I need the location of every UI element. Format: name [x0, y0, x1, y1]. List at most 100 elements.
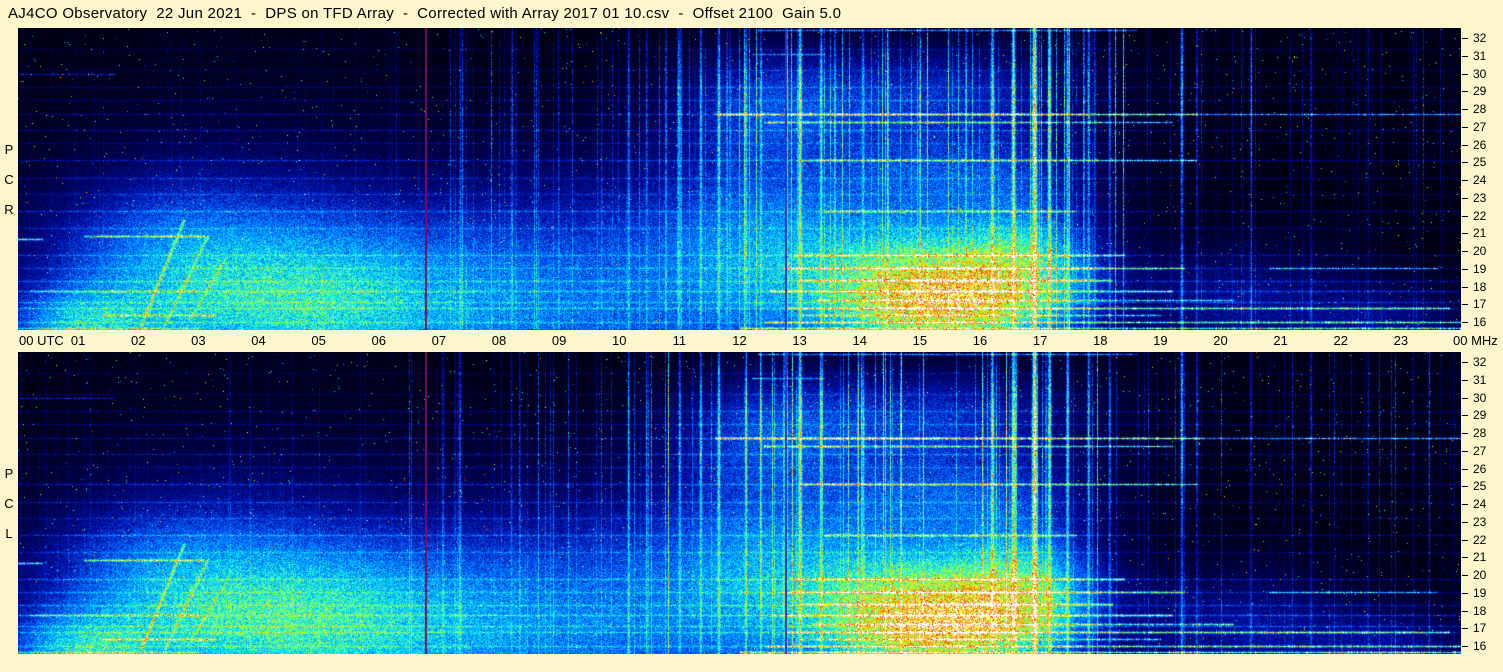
freq-tick [1462, 486, 1468, 488]
time-label: 15 [912, 333, 928, 348]
spectrogram-rcp [18, 28, 1461, 330]
panel-label-letter: P [4, 465, 14, 481]
freq-tick [1462, 557, 1468, 559]
freq-label: 21 [1473, 226, 1487, 241]
freq-tick [1462, 286, 1468, 288]
freq-label: 31 [1473, 48, 1487, 63]
freq-tick [1462, 55, 1468, 57]
freq-tick [1462, 592, 1468, 594]
time-label: 13 [792, 333, 807, 348]
freq-tick [1462, 91, 1468, 93]
time-label: 21 [1273, 333, 1288, 348]
time-label: 14 [852, 333, 867, 348]
freq-label: 27 [1473, 443, 1487, 458]
time-label: 07 [431, 333, 447, 348]
freq-label: 27 [1473, 119, 1487, 134]
freq-label: 16 [1473, 315, 1487, 329]
freq-tick [1462, 109, 1468, 110]
freq-label: 16 [1473, 639, 1487, 653]
time-label: 18 [1093, 333, 1108, 348]
time-label: 09 [551, 333, 567, 348]
freq-tick [1462, 73, 1468, 75]
freq-tick [1462, 575, 1468, 576]
freq-label: 19 [1473, 585, 1487, 600]
freq-label: 31 [1473, 372, 1487, 387]
freq-label: 30 [1473, 390, 1487, 405]
time-label-start: 00 UTC [19, 333, 64, 348]
freq-label: 26 [1473, 137, 1487, 152]
time-label: 08 [491, 333, 507, 348]
freq-tick [1462, 162, 1468, 164]
time-axis: 00 UTC 01 02 03 04 05 06 07 08 09 10 11 12 13 14 15 16 17… [0, 330, 1503, 352]
panel-label-letter: C [4, 495, 14, 511]
title-bar: AJ4CO Observatory 22 Jun 2021 - DPS on T… [0, 0, 1503, 28]
freq-label: 24 [1473, 173, 1487, 187]
freq-label: 24 [1473, 497, 1487, 511]
time-label: 12 [732, 333, 747, 348]
time-label: 17 [1032, 333, 1048, 348]
freq-tick [1462, 180, 1468, 181]
time-label: 23 [1393, 333, 1409, 348]
freq-tick [1462, 397, 1468, 399]
freq-label: 23 [1473, 190, 1487, 205]
freq-label: 32 [1473, 355, 1487, 369]
freq-tick [1462, 38, 1468, 39]
time-label: 04 [251, 333, 266, 348]
freq-label: 28 [1473, 102, 1487, 116]
freq-tick [1462, 539, 1468, 541]
time-label: 03 [191, 333, 206, 348]
freq-tick [1462, 450, 1468, 452]
freq-tick [1462, 521, 1468, 523]
freq-tick [1462, 504, 1468, 505]
freq-label: 19 [1473, 261, 1487, 276]
freq-tick [1462, 251, 1468, 252]
freq-tick [1462, 197, 1468, 199]
freq-tick [1462, 610, 1468, 612]
freq-tick [1462, 322, 1468, 323]
freq-tick [1462, 628, 1468, 630]
freq-tick [1462, 126, 1468, 128]
freq-tick [1462, 379, 1468, 381]
freq-label: 26 [1473, 461, 1487, 476]
time-label: 01 [70, 333, 86, 348]
freq-label: 18 [1473, 279, 1487, 294]
time-label: 10 [612, 333, 627, 348]
freq-label: 22 [1473, 532, 1487, 547]
freq-label: 28 [1473, 426, 1487, 440]
freq-label: 29 [1473, 408, 1487, 423]
freq-label: 20 [1473, 244, 1487, 258]
freq-label: 25 [1473, 155, 1487, 170]
freq-label: 25 [1473, 479, 1487, 494]
freq-tick [1462, 468, 1468, 470]
freq-tick [1462, 646, 1468, 647]
freq-label: 29 [1473, 84, 1487, 99]
freq-label: 21 [1473, 550, 1487, 565]
page-title: AJ4CO Observatory 22 Jun 2021 - DPS on T… [8, 5, 842, 22]
freq-label: 32 [1473, 31, 1487, 45]
freq-tick [1462, 268, 1468, 270]
freq-tick [1462, 415, 1468, 417]
freq-label: 18 [1473, 603, 1487, 618]
time-label: 02 [131, 333, 146, 348]
time-label: 20 [1213, 333, 1228, 348]
freq-tick [1462, 362, 1468, 363]
freq-label: 20 [1473, 568, 1487, 582]
freq-tick [1462, 433, 1468, 434]
freq-label: 22 [1473, 208, 1487, 223]
time-label-end: 00 MHz [1453, 333, 1498, 348]
panel-label-letter: R [4, 201, 14, 217]
time-label: 22 [1333, 333, 1348, 348]
freq-tick [1462, 304, 1468, 306]
time-label: 06 [371, 333, 386, 348]
panel-label-letter: C [4, 171, 14, 187]
freq-tick [1462, 215, 1468, 217]
time-label: 11 [672, 333, 687, 348]
time-label: 19 [1153, 333, 1168, 348]
panel-label-letter: P [4, 141, 14, 157]
freq-tick [1462, 233, 1468, 235]
freq-label: 17 [1473, 621, 1487, 636]
time-label: 16 [972, 333, 988, 348]
